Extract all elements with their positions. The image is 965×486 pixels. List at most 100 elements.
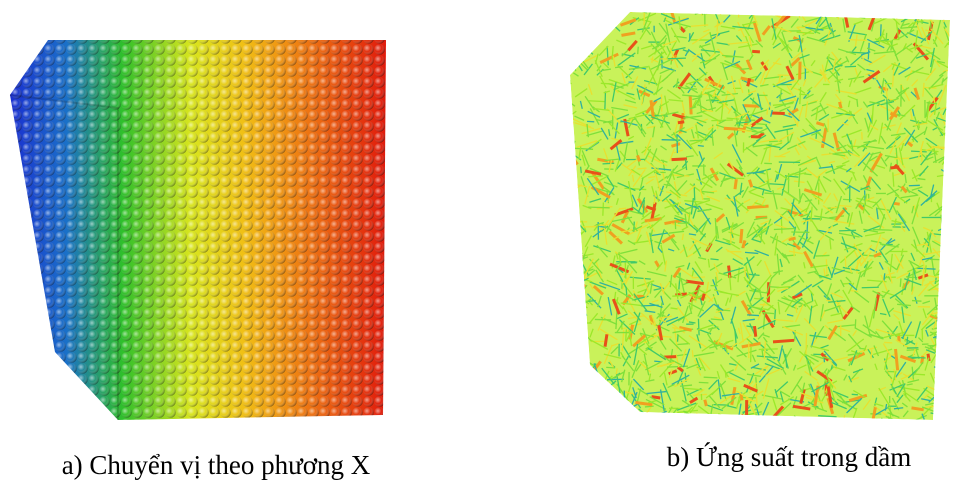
truss-member bbox=[705, 400, 707, 406]
truss-member bbox=[571, 141, 574, 156]
truss-member bbox=[579, 407, 593, 424]
truss-member bbox=[645, 406, 654, 407]
truss-member bbox=[690, 413, 697, 432]
truss-member bbox=[587, 37, 598, 39]
truss-member bbox=[579, 335, 580, 342]
truss-member bbox=[941, 170, 958, 181]
truss-member bbox=[566, 369, 573, 376]
particle-texture bbox=[10, 40, 386, 420]
truss-member bbox=[605, 414, 615, 416]
truss-member bbox=[570, 414, 586, 420]
truss-member bbox=[938, 389, 949, 401]
truss-member bbox=[863, 419, 877, 420]
truss-member bbox=[881, 2, 887, 14]
truss-member bbox=[570, 154, 573, 176]
truss-member bbox=[631, 4, 636, 11]
truss-member bbox=[704, 377, 718, 378]
truss-member bbox=[572, 58, 575, 71]
truss-member bbox=[575, 386, 594, 389]
truss-member bbox=[937, 345, 949, 350]
truss-member bbox=[948, 101, 953, 111]
truss-member bbox=[581, 398, 584, 403]
truss-member bbox=[586, 377, 589, 390]
truss-member bbox=[698, 319, 699, 336]
truss-member bbox=[950, 367, 958, 375]
truss-member bbox=[563, 37, 576, 39]
truss-member bbox=[949, 0, 950, 11]
truss-member bbox=[937, 308, 952, 318]
truss-member bbox=[949, 235, 962, 249]
truss-member bbox=[567, 386, 583, 387]
truss-member bbox=[557, 269, 566, 287]
truss-member bbox=[573, 321, 582, 328]
truss-member bbox=[571, 383, 582, 392]
truss-member bbox=[949, 304, 961, 306]
truss-member bbox=[946, 251, 951, 254]
truss-member bbox=[942, 241, 954, 248]
truss-member bbox=[570, 122, 574, 142]
truss-member bbox=[955, 120, 959, 126]
truss-member bbox=[752, 51, 760, 52]
truss-member bbox=[575, 29, 586, 30]
truss-member bbox=[572, 45, 583, 58]
truss-member bbox=[948, 323, 950, 335]
truss-member bbox=[894, 203, 900, 204]
truss-member bbox=[954, 85, 964, 90]
truss-member bbox=[571, 407, 586, 422]
truss-member bbox=[849, 0, 851, 9]
truss-member bbox=[878, 14, 894, 19]
truss-member bbox=[941, 212, 954, 220]
truss-member bbox=[690, 95, 691, 114]
truss-member bbox=[555, 65, 568, 75]
truss-member bbox=[800, 87, 801, 104]
truss-member bbox=[568, 129, 571, 134]
truss-member bbox=[582, 401, 587, 419]
truss-member bbox=[937, 404, 939, 420]
truss-member bbox=[944, 6, 951, 12]
truss-member bbox=[944, 358, 957, 368]
truss-member bbox=[837, 3, 850, 17]
truss-member bbox=[949, 143, 962, 145]
truss-member bbox=[566, 254, 570, 269]
truss-member bbox=[914, 374, 925, 375]
truss-member bbox=[604, 0, 617, 10]
truss-member bbox=[955, 266, 960, 280]
truss-member bbox=[554, 243, 573, 244]
truss-member bbox=[759, 349, 778, 350]
truss-member bbox=[850, 9, 851, 17]
truss-member bbox=[931, 423, 947, 425]
truss-member bbox=[603, 202, 604, 215]
truss-member bbox=[589, 407, 598, 411]
truss-member bbox=[944, 113, 959, 128]
truss-member bbox=[625, 263, 626, 279]
truss-member bbox=[578, 283, 583, 299]
truss-member bbox=[854, 420, 874, 426]
truss-member bbox=[588, 396, 589, 416]
truss-member bbox=[947, 162, 960, 172]
truss-member bbox=[767, 108, 768, 115]
truss-member bbox=[950, 52, 958, 57]
truss-member bbox=[573, 48, 581, 65]
truss-member bbox=[698, 145, 704, 146]
truss-member bbox=[942, 213, 948, 218]
truss-member bbox=[580, 254, 582, 275]
truss-member bbox=[741, 68, 749, 69]
truss-member bbox=[941, 338, 952, 351]
truss-member bbox=[576, 3, 582, 8]
truss-member bbox=[942, 318, 945, 337]
truss-member bbox=[583, 407, 594, 410]
truss-member bbox=[568, 267, 578, 269]
truss-member bbox=[620, 400, 627, 403]
truss-member bbox=[692, 277, 705, 278]
truss-member bbox=[618, 10, 622, 15]
caption: b) Ứng suất trong dầm bbox=[667, 442, 911, 472]
truss-member bbox=[954, 257, 960, 262]
truss-member bbox=[873, 230, 892, 231]
truss-member bbox=[553, 355, 567, 359]
truss-member bbox=[940, 295, 948, 307]
truss-member bbox=[845, 256, 846, 267]
truss-member bbox=[672, 159, 687, 160]
truss-member bbox=[615, 409, 622, 420]
truss-member bbox=[940, 287, 952, 291]
truss-member bbox=[583, 353, 586, 360]
